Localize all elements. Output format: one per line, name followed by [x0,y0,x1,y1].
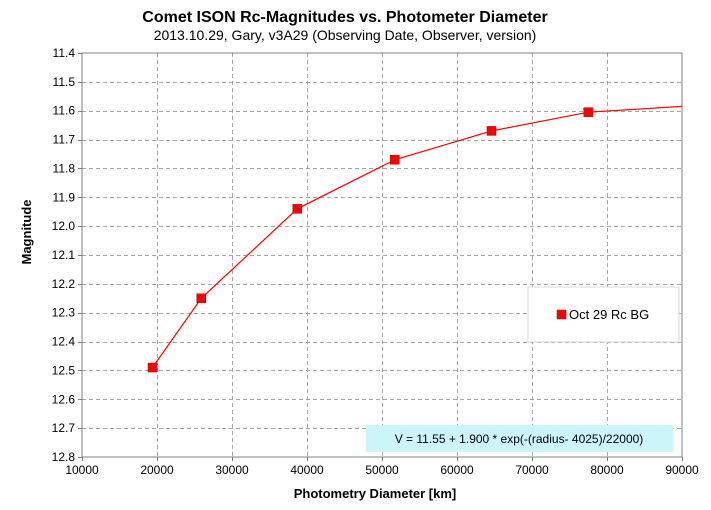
data-point [196,293,206,304]
y-tick-label: 12.3 [52,306,76,320]
data-point [486,126,497,136]
data-point [147,362,158,373]
y-tick-label: 12.8 [52,450,76,464]
chart-subtitle: 2013.10.29, Gary, v3A29 (Observing Date,… [154,27,537,43]
legend-marker [556,309,567,320]
y-tick-label: 12.1 [52,248,76,262]
x-tick-label: 40000 [290,463,324,477]
data-point [390,155,400,165]
x-tick-label: 20000 [140,463,174,477]
data-series [147,105,683,373]
x-tick-label: 60000 [440,463,474,477]
y-tick-label: 11.7 [53,133,76,147]
fit-formula: V = 11.55 + 1.900 * exp(-(radius- 4025)/… [366,425,673,452]
x-tick-label: 90000 [665,463,699,477]
data-point [583,107,593,117]
x-tick-label: 30000 [215,463,249,477]
legend-box [527,286,680,343]
legend: Oct 29 Rc BG [527,286,680,343]
x-tick-label: 10000 [65,463,99,477]
y-tick-label: 12.0 [52,219,76,233]
formula-background [366,425,673,452]
chart-title: Comet ISON Rc-Magnitudes vs. Photometer … [142,9,547,26]
x-axis-label: Photometry Diameter [km] [294,486,457,501]
axis-ticks: 10000 20000 30000 40000 50000 60000 70000 80000… [52,46,699,477]
legend-label: Oct 29 Rc BG [569,307,649,322]
y-tick-label: 12.6 [52,392,76,406]
data-point [292,204,302,214]
y-tick-label: 12.2 [52,277,76,291]
y-tick-label: 11.6 [53,104,76,118]
y-tick-label: 11.4 [53,46,76,60]
y-tick-label: 11.9 [53,190,76,204]
y-tick-label: 12.4 [52,335,76,349]
y-tick-label: 12.7 [52,421,76,435]
grid [82,53,682,457]
x-tick-label: 80000 [590,463,624,477]
x-tick-label: 50000 [365,463,399,477]
y-tick-label: 11.8 [53,161,76,175]
y-tick-label: 12.5 [52,363,76,377]
y-tick-label: 11.5 [53,75,76,89]
x-tick-label: 70000 [515,463,549,477]
y-axis-label: Magnitude [19,200,34,265]
formula-text: V = 11.55 + 1.900 * exp(-(radius- 4025)/… [395,432,644,446]
